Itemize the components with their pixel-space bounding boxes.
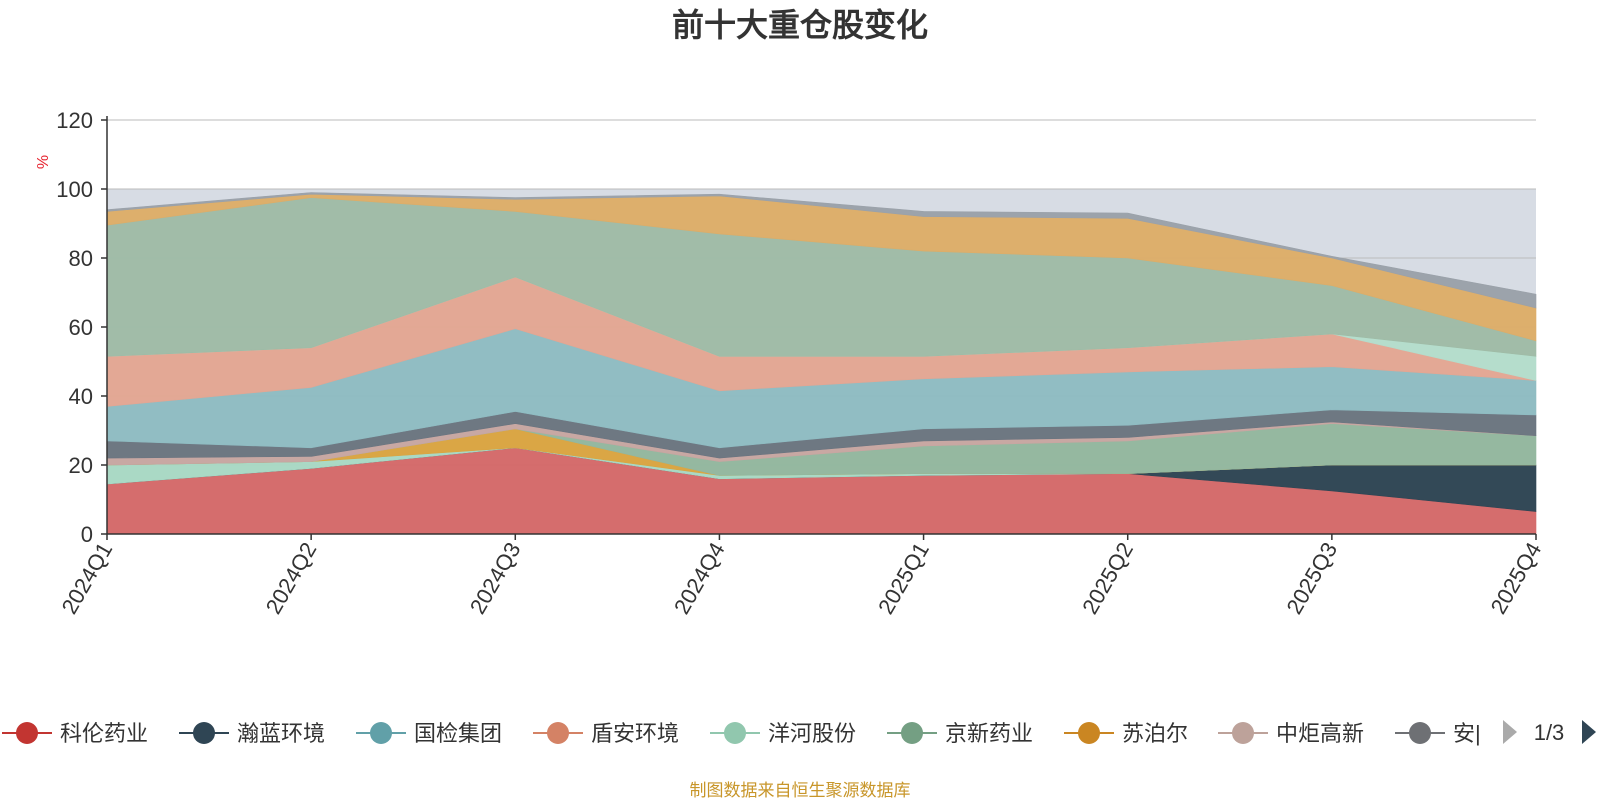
legend-marker-icon xyxy=(1409,722,1431,744)
y-tick-label: 100 xyxy=(56,177,93,202)
x-tick-label: 2024Q4 xyxy=(669,538,730,618)
x-tick-label: 2025Q1 xyxy=(873,538,934,618)
legend-item[interactable]: 国检集团 xyxy=(356,721,502,746)
legend-marker-icon xyxy=(724,722,746,744)
x-tick-label: 2024Q3 xyxy=(465,538,526,618)
y-tick-label: 0 xyxy=(81,522,93,547)
legend-item[interactable]: 洋河股份 xyxy=(710,721,856,746)
legend-next-page-icon[interactable] xyxy=(1582,720,1596,744)
x-tick-label: 2024Q1 xyxy=(57,538,118,618)
legend-label: 盾安环境 xyxy=(591,721,679,746)
legend-item[interactable]: 苏泊尔 xyxy=(1064,721,1188,746)
legend: 科伦药业 瀚蓝环境 国检集团 盾安环境 洋河股份 京新药业 苏泊尔 中炬高新 安| xyxy=(2,721,1481,746)
y-tick-label: 120 xyxy=(56,108,93,133)
legend-marker-icon xyxy=(370,722,392,744)
legend-marker-icon xyxy=(16,722,38,744)
y-axis-unit: % xyxy=(35,155,52,169)
legend-marker-icon xyxy=(547,722,569,744)
legend-item[interactable]: 京新药业 xyxy=(887,721,1033,746)
x-tick-label: 2024Q2 xyxy=(261,538,322,618)
legend-marker-icon xyxy=(193,722,215,744)
legend-item[interactable]: 中炬高新 xyxy=(1218,721,1364,746)
legend-label: 瀚蓝环境 xyxy=(237,721,325,746)
legend-marker-icon xyxy=(901,722,923,744)
y-tick-label: 60 xyxy=(69,315,93,340)
chart-title: 前十大重仓股变化 xyxy=(672,7,928,43)
legend-label: 安| xyxy=(1453,721,1481,746)
legend-item[interactable]: 科伦药业 xyxy=(2,721,148,746)
legend-label: 中炬高新 xyxy=(1276,721,1364,746)
legend-page-indicator: 1/3 xyxy=(1534,720,1565,745)
y-tick-label: 20 xyxy=(69,453,93,478)
legend-label: 京新药业 xyxy=(945,721,1033,746)
legend-item[interactable]: 瀚蓝环境 xyxy=(179,721,325,746)
legend-marker-icon xyxy=(1232,722,1254,744)
y-tick-label: 40 xyxy=(69,384,93,409)
area-series-12 xyxy=(106,192,1537,309)
x-tick-label: 2025Q3 xyxy=(1281,538,1342,618)
legend-item[interactable]: 安| xyxy=(1395,721,1481,746)
legend-label: 苏泊尔 xyxy=(1122,721,1188,746)
legend-label: 国检集团 xyxy=(414,721,502,746)
legend-label: 科伦药业 xyxy=(60,721,148,746)
y-tick-label: 80 xyxy=(69,246,93,271)
y-axis-ticks: 0 20 40 60 80 100 120 xyxy=(56,108,107,547)
x-axis-ticks: 2024Q1 2024Q2 2024Q3 2024Q4 2025Q1 2025Q2 2025… xyxy=(57,534,1547,618)
x-tick-label: 2025Q4 xyxy=(1486,538,1547,618)
x-tick-label: 2025Q2 xyxy=(1077,538,1138,618)
legend-marker-icon xyxy=(1078,722,1100,744)
area-series xyxy=(106,192,1537,535)
legend-prev-page-icon[interactable] xyxy=(1503,720,1517,744)
source-note: 制图数据来自恒生聚源数据库 xyxy=(690,781,911,800)
legend-item[interactable]: 盾安环境 xyxy=(533,721,679,746)
legend-label: 洋河股份 xyxy=(768,721,856,746)
